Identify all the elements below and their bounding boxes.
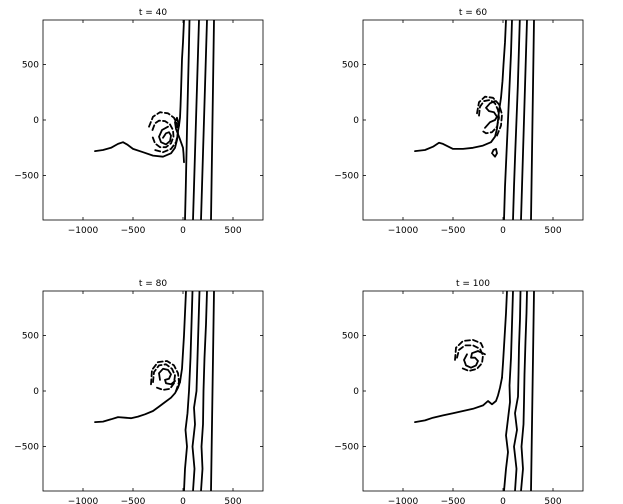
solid-contour-3 [192,20,200,220]
contour-lines [94,291,215,491]
x-tick-label: −1000 [388,497,419,504]
y-tick-label: −500 [14,172,39,182]
contour-lines [414,291,535,491]
axes-frame [42,19,264,221]
solid-contour-2 [183,291,194,491]
x-tick-label: 500 [224,226,241,236]
contour-lines [94,20,215,220]
solid-contour-5 [530,20,535,220]
solid-contour-0 [414,376,503,423]
x-tick-label: −1000 [68,497,99,504]
solid-contour-3 [513,291,522,491]
x-tick-label: −1000 [68,226,99,236]
subplot-title: t = 40 [139,8,168,18]
x-tick-label: 500 [224,497,241,504]
x-tick-label: 500 [544,226,561,236]
solid-contour-4 [520,20,528,220]
x-tick-label: 500 [544,497,561,504]
y-tick-label: −500 [14,443,39,453]
y-tick-label: 500 [342,60,359,70]
axes-frame [362,290,584,492]
subplot-3: t = 80 −1000 −500 0 500 −500 0 500 [14,279,264,504]
x-tick-label: −1000 [388,226,419,236]
dashed-contour-8 [150,360,180,392]
x-tick-label: 0 [500,226,506,236]
solid-contour-1 [501,291,508,379]
solid-contour-6 [463,350,486,369]
dashed-contour-7 [456,344,484,372]
subplot-title: t = 60 [459,8,488,18]
subplot-1: t = 40 −1000 −500 0 500 −500 0 500 [14,8,264,236]
contour-lines [414,20,535,220]
solid-contour-2 [503,291,514,491]
y-tick-label: 500 [22,331,39,341]
subplot-2: t = 60 −1000 −500 0 500 −500 0 500 [334,8,584,236]
dashed-contour-8 [478,99,500,135]
solid-contour-5 [530,291,535,491]
x-tick-label: 0 [500,497,506,504]
y-tick-label: 500 [22,60,39,70]
y-tick-label: 0 [33,387,39,397]
solid-contour-0 [414,110,500,152]
subplot-title: t = 80 [139,279,168,289]
solid-contour-6 [158,367,176,386]
dashed-contour-7 [151,119,175,149]
solid-contour-3 [191,291,201,491]
solid-contour-3 [512,20,521,220]
dashed-contour-8 [454,339,485,361]
solid-contour-1 [178,20,185,127]
x-tick-label: −500 [121,226,146,236]
solid-contour-7 [491,148,498,158]
dashed-contour-8 [148,111,179,154]
dashed-contour-7 [152,363,176,391]
solid-contour-6 [158,125,172,146]
subplot-4: t = 100 −1000 −500 0 500 −500 0 500 [334,279,584,504]
solid-contour-4 [200,291,208,491]
dashed-contour-9 [476,95,503,137]
y-tick-label: 0 [33,116,39,126]
solid-contour-0 [94,381,181,423]
solid-contour-5 [210,20,215,220]
solid-contour-1 [498,20,507,112]
solid-contour-4 [520,291,528,491]
subplot-title: t = 100 [456,279,490,289]
solid-contour-0 [94,116,185,164]
solid-contour-4 [200,20,208,220]
x-tick-label: 0 [180,497,186,504]
x-tick-label: −500 [441,497,466,504]
x-tick-label: 0 [180,226,186,236]
solid-contour-1 [179,291,187,383]
y-tick-label: 0 [353,387,359,397]
y-tick-label: −500 [334,443,359,453]
y-tick-label: 0 [353,116,359,126]
x-tick-label: −500 [121,497,146,504]
solid-contour-2 [184,20,191,220]
solid-contour-6 [484,100,498,129]
axes-frame [362,19,584,221]
x-tick-label: −500 [441,226,466,236]
axes-frame [42,290,264,492]
solid-contour-2 [503,20,513,220]
solid-contour-5 [210,291,215,491]
y-tick-label: −500 [334,172,359,182]
y-tick-label: 500 [342,331,359,341]
